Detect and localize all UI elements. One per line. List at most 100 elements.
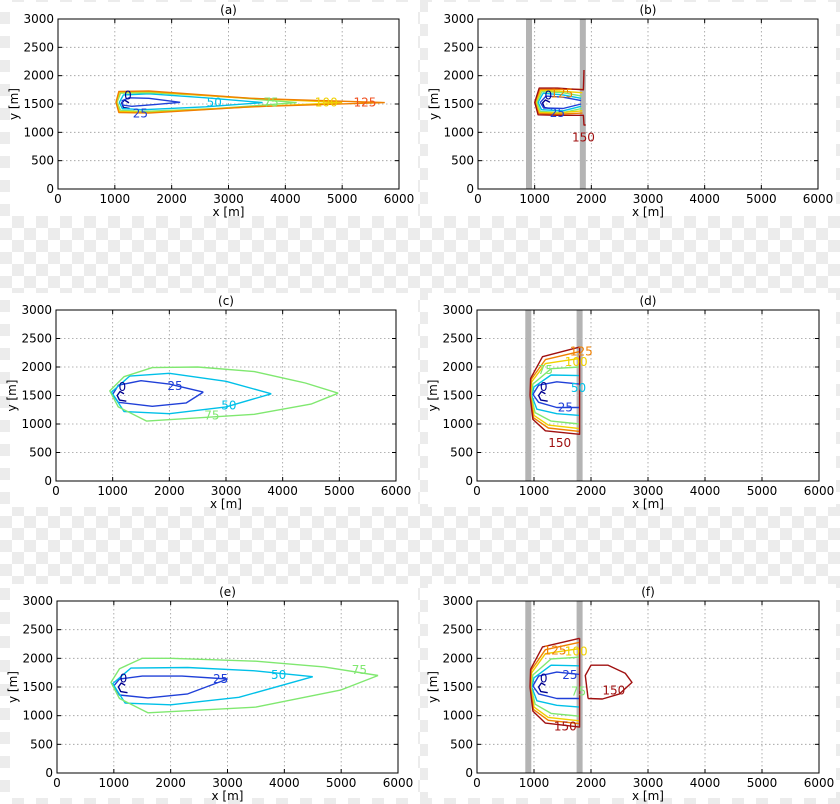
y-tick-label: 1500 [443,97,474,111]
x-tick-label: 6000 [804,776,835,790]
x-tick-label: 0 [473,484,481,498]
contour-label: 25 [550,106,565,120]
x-tick-label: 0 [52,484,60,498]
x-tick-label: 6000 [383,776,414,790]
contour-label: 75 [263,95,278,109]
y-tick-label: 500 [29,446,52,460]
y-tick-label: 3000 [443,12,474,26]
contour-line-25 [539,95,582,110]
x-tick-label: 2000 [576,192,607,206]
x-tick-label: 4000 [689,192,720,206]
contour-label: 0 [540,380,548,394]
y-axis-label: y [m] [427,88,441,120]
contour-line-150 [534,69,586,126]
y-tick-label: 3000 [21,303,52,317]
y-tick-label: 2500 [22,623,53,637]
x-axis-label: x [m] [632,789,664,803]
contour-label: 25 [562,668,577,682]
contour-line-0 [537,390,548,402]
y-tick-label: 0 [465,474,473,488]
x-tick-label: 1000 [519,484,550,498]
y-tick-label: 3000 [22,594,53,608]
panel-background [428,293,836,507]
y-tick-label: 2500 [442,623,473,637]
y-axis-label: y [m] [5,380,19,412]
panel-title: (f) [641,585,655,599]
contour-line-25 [121,97,181,107]
contour-label: 125 [550,86,573,100]
x-tick-label: 2000 [576,484,607,498]
contour-line-50 [537,92,582,112]
x-tick-label: 2000 [156,192,187,206]
contour-line-0 [537,682,548,694]
x-tick-label: 4000 [690,776,721,790]
y-tick-label: 2000 [21,360,52,374]
contour-label: 75 [352,663,367,677]
contour-label: 50 [221,398,236,412]
y-tick-label: 1000 [442,709,473,723]
barrier-band [526,19,532,189]
y-tick-label: 1500 [442,389,473,403]
y-tick-label: 2000 [443,69,474,83]
x-tick-label: 3000 [213,192,244,206]
y-tick-label: 1000 [442,417,473,431]
contour-label: 125 [570,345,593,359]
x-axis-label: x [m] [632,205,664,219]
x-tick-label: 4000 [690,484,721,498]
contour-label: 0 [124,89,132,103]
x-tick-label: 3000 [633,776,664,790]
barrier-band [525,310,532,481]
y-tick-label: 2000 [442,360,473,374]
contour-label: 100 [565,645,588,659]
panel-background [10,584,418,798]
contour-label: 75 [571,685,586,699]
x-tick-label: 6000 [384,192,415,206]
y-tick-label: 2500 [442,332,473,346]
contour-line-25 [532,671,580,700]
y-tick-label: 1000 [23,125,54,139]
contour-label: 0 [544,89,552,103]
contour-label: 100 [565,355,588,369]
contour-line-25 [532,381,580,409]
x-tick-label: 4000 [269,776,300,790]
contour-line-50 [112,666,313,706]
x-tick-label: 5000 [747,484,778,498]
panel-background [10,293,418,507]
y-tick-label: 3000 [442,303,473,317]
x-tick-label: 6000 [381,484,412,498]
contour-label: 150 [548,436,571,450]
y-tick-label: 2500 [443,40,474,54]
panel-title: (d) [640,294,657,308]
x-axis-label: x [m] [212,789,244,803]
contour-label: 150 [572,131,595,145]
y-axis-label: y [m] [7,88,21,120]
barrier-band [525,601,532,773]
y-tick-label: 2500 [21,332,52,346]
y-tick-label: 1500 [22,680,53,694]
contour-line-75 [109,366,339,422]
contour-label: 25 [213,672,228,686]
y-tick-label: 3000 [442,594,473,608]
contour-label: 50 [271,668,286,682]
x-tick-label: 3000 [212,776,243,790]
y-tick-label: 2000 [442,651,473,665]
x-tick-label: 4000 [267,484,298,498]
y-tick-label: 2000 [22,651,53,665]
y-tick-label: 1000 [22,709,53,723]
y-tick-label: 3000 [23,12,54,26]
contour-label: 0 [540,671,548,685]
y-tick-label: 2000 [23,69,54,83]
contour-line-50 [110,372,272,415]
y-tick-label: 2500 [23,40,54,54]
y-axis-label: y [m] [426,380,440,412]
x-tick-label: 1000 [99,776,130,790]
contour-label: 25 [558,401,573,415]
contour-label: 125 [353,95,376,109]
x-tick-label: 1000 [519,776,550,790]
y-tick-label: 0 [466,182,474,196]
x-tick-label: 5000 [747,776,778,790]
contour-line-150 [584,664,633,700]
y-tick-label: 1000 [443,125,474,139]
